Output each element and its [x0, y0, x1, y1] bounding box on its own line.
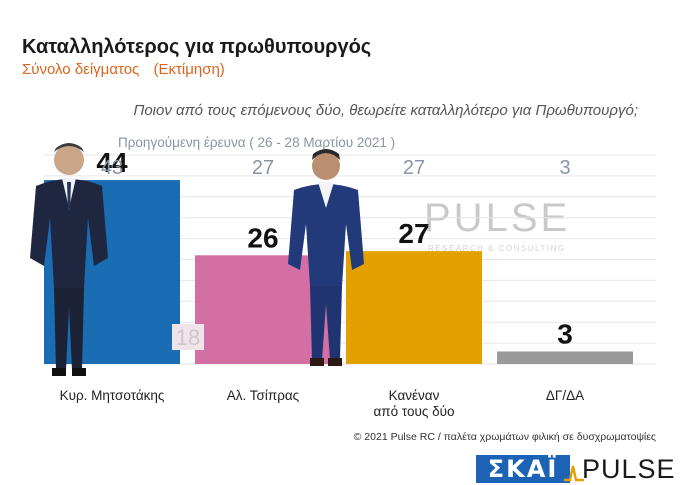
- bar-2: [195, 255, 331, 364]
- previous-value-label: 3: [559, 157, 570, 179]
- inner-label-box: [172, 324, 204, 350]
- chart-title: Καταλληλότερος για πρωθυπουργός: [22, 36, 372, 58]
- previous-value-label: 43: [101, 157, 123, 179]
- footer-credit: © 2021 Pulse RC / παλέτα χρωμάτων φιλική…: [353, 431, 656, 443]
- previous-value-label: 27: [403, 157, 425, 179]
- chart-subtitle: Σύνολο δείγματος (Εκτίμηση): [22, 61, 235, 78]
- person-tsipras-photo: [288, 149, 364, 366]
- previous-value-label: 27: [252, 157, 274, 179]
- category-label: ΔΓ/ΔΑ: [546, 388, 584, 403]
- bar-value-label: 44: [96, 147, 128, 178]
- previous-survey-label: Προηγούμενη έρευνα ( 26 - 28 Μαρτίου 202…: [118, 135, 396, 150]
- subtitle-sample: Σύνολο δείγματος: [22, 61, 140, 78]
- category-label: από τους δύο: [373, 404, 454, 419]
- category-label: Κανέναν: [389, 388, 440, 403]
- category-label: Κυρ. Μητσοτάκης: [60, 388, 165, 403]
- pulse-watermark-tagline: RESEARCH & CONSULTING: [428, 244, 566, 253]
- bar-value-label: 3: [557, 318, 573, 349]
- category-label: Αλ. Τσίπρας: [227, 388, 300, 403]
- subtitle-estimate: (Εκτίμηση): [153, 61, 225, 78]
- skai-logo: ΣΚΑΪ: [476, 455, 570, 483]
- pulse-logo: PULSE: [582, 454, 676, 484]
- bar-3: [346, 251, 482, 364]
- bar-4: [497, 351, 633, 364]
- survey-question: Ποιον από τους επόμενους δύο, θεωρείτε κ…: [133, 102, 638, 119]
- pulse-logo-mark-icon: [564, 465, 584, 482]
- inner-value-label: 18: [176, 325, 200, 350]
- bar-value-label: 26: [247, 222, 278, 253]
- bar-value-label: 27: [398, 218, 429, 249]
- person-mitsotakis-photo: [30, 143, 108, 376]
